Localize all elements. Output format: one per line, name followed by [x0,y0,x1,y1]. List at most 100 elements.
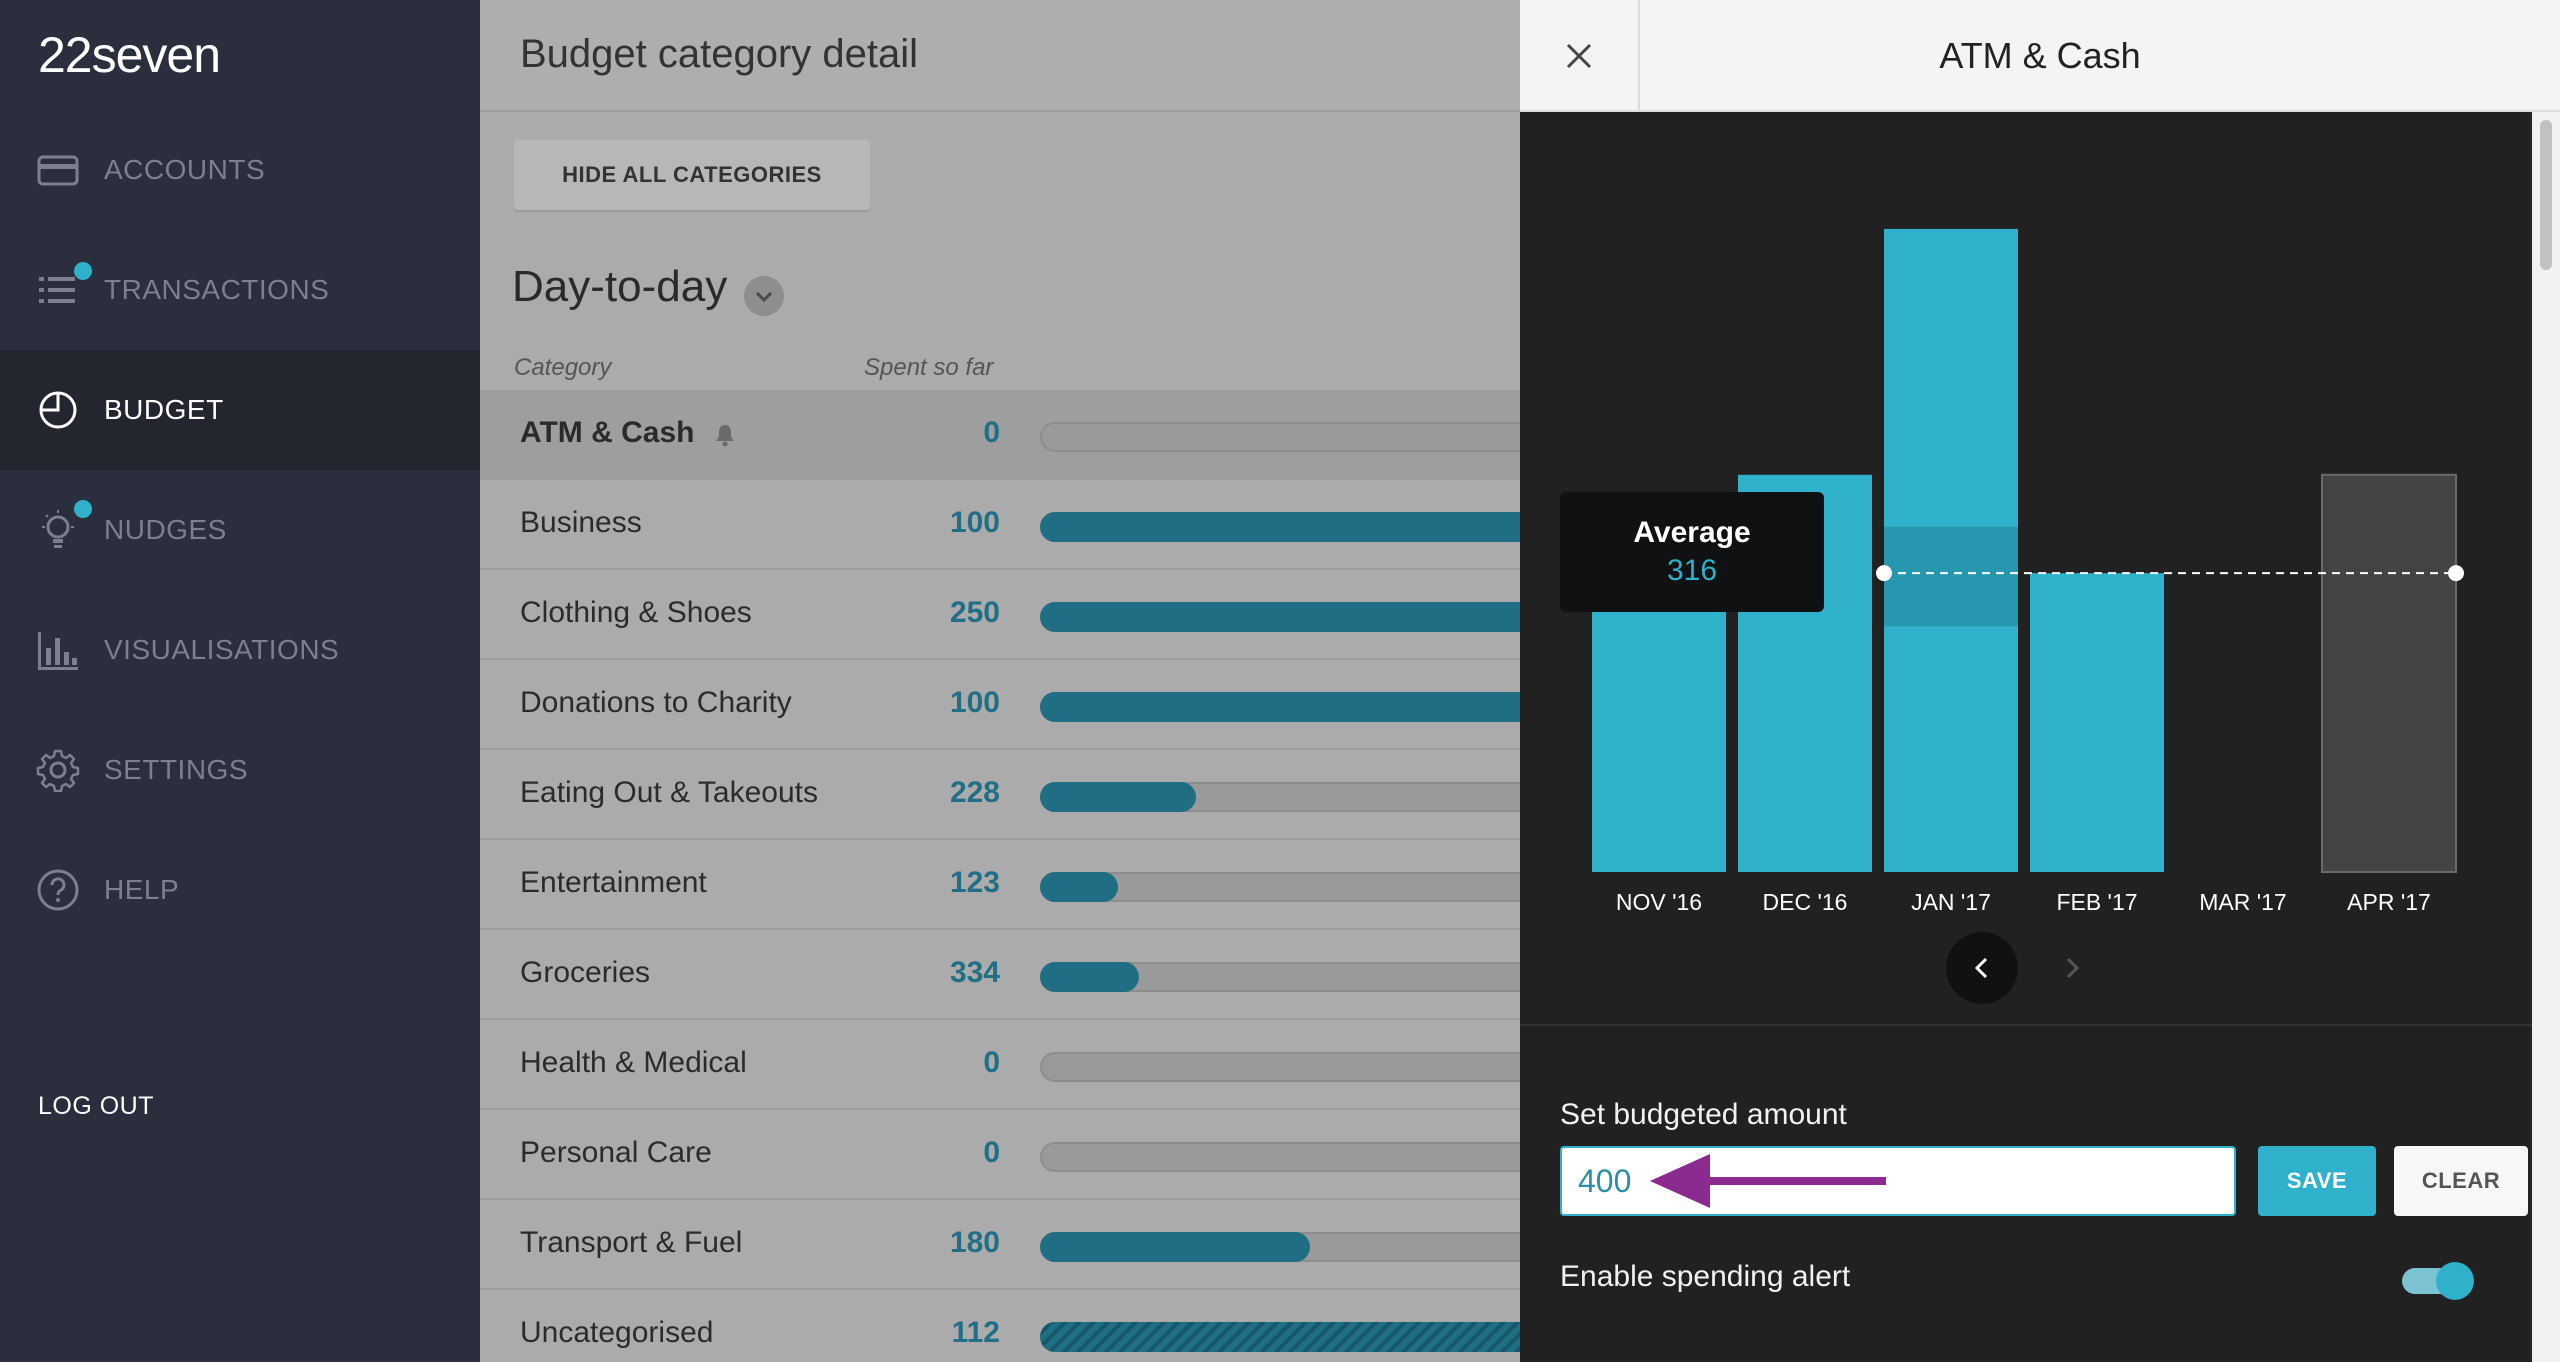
sidebar-item-label: VISUALISATIONS [104,634,340,665]
column-header-category: Category [514,354,612,381]
progress-fill [1040,692,1520,722]
table-row[interactable]: Entertainment 123 [480,840,1520,930]
sidebar-item-label: NUDGES [104,514,227,545]
scroll-thumb[interactable] [2540,120,2552,270]
spent-value: 0 [983,1046,1000,1079]
progress-bar [1040,1052,1520,1082]
progress-fill [1040,962,1139,992]
spending-alert-label: Enable spending alert [1560,1260,1851,1293]
card-icon [36,148,80,192]
divider [1520,1024,2532,1026]
close-icon [1566,43,1592,69]
progress-bar [1040,692,1520,722]
progress-fill [1040,1232,1311,1262]
budget-category-list: Budget category detail HIDE ALL CATEGORI… [480,0,1520,1362]
sidebar-item-nudges[interactable]: NUDGES [0,470,480,590]
close-button[interactable] [1520,0,1640,112]
chevron-down-icon[interactable] [744,276,784,316]
chevron-right-icon [2066,957,2080,979]
category-name: Eating Out & Takeouts [520,776,818,809]
chart-x-tick-label: FEB '17 [2056,889,2137,912]
chart-x-tick-label: APR '17 [2347,889,2431,912]
sidebar-item-accounts[interactable]: ACCOUNTS [0,110,480,230]
sidebar-item-label: SETTINGS [104,754,249,785]
save-button[interactable]: SAVE [2258,1146,2376,1216]
table-row[interactable]: Personal Care 0 [480,1110,1520,1200]
table-row[interactable]: Health & Medical 0 [480,1020,1520,1110]
table-row[interactable]: Transport & Fuel 180 [480,1200,1520,1290]
spent-value: 112 [951,1316,1000,1349]
sidebar-item-settings[interactable]: SETTINGS [0,710,480,830]
table-row[interactable]: ATM & Cash 0 [480,390,1520,480]
progress-bar [1040,1322,1520,1352]
progress-bar [1040,512,1520,542]
scrollbar[interactable] [2532,112,2560,1362]
spent-value: 250 [949,596,1000,629]
average-line-handle[interactable] [2448,565,2464,582]
table-row[interactable]: Uncategorised 112 [480,1290,1520,1362]
table-row[interactable]: Groceries 334 [480,930,1520,1020]
category-name: Uncategorised [520,1316,714,1349]
sidebar-item-label: ACCOUNTS [104,154,266,185]
table-row[interactable]: Eating Out & Takeouts 228 [480,750,1520,840]
next-period-button[interactable] [2036,932,2108,1004]
spending-alert-toggle[interactable] [2402,1262,2474,1300]
sidebar-item-label: TRANSACTIONS [104,274,330,305]
chart-bar[interactable] [1592,573,1726,872]
chart-x-tick-label: NOV '16 [1616,889,1702,912]
budget-amount-input[interactable] [1560,1146,2236,1216]
spent-value: 123 [949,866,1000,899]
sidebar-item-transactions[interactable]: TRANSACTIONS [0,230,480,350]
category-name: ATM & Cash [520,416,695,449]
average-line-handle[interactable] [1876,565,1892,582]
notification-dot [74,500,92,518]
category-name: Groceries [520,956,651,989]
progress-bar [1040,962,1520,992]
list-icon [36,268,80,312]
app-logo[interactable]: 22seven [38,27,221,83]
category-rows: ATM & Cash 0 Business 100 Clothing & Shoes 25… [480,390,1520,1362]
table-row[interactable]: Business 100 [480,480,1520,570]
category-name: Transport & Fuel [520,1226,743,1259]
sidebar-item-visualisations[interactable]: VISUALISATIONS [0,590,480,710]
previous-period-button[interactable] [1946,932,2018,1004]
column-header-spent: Spent so far [864,354,994,381]
progress-bar [1040,782,1520,812]
average-label: Average [1633,516,1751,549]
chart-x-tick-label: MAR '17 [2199,889,2286,912]
lightbulb-icon [36,508,80,552]
hide-all-categories-button[interactable]: HIDE ALL CATEGORIES [514,140,870,210]
budget-label: Set budgeted amount [1560,1098,1847,1131]
main-header: Budget category detail [480,0,1520,112]
chart-bar[interactable] [2030,573,2164,872]
table-row[interactable]: Clothing & Shoes 250 [480,570,1520,660]
spent-value: 228 [949,776,1000,809]
sidebar-item-help[interactable]: HELP [0,830,480,950]
bar-chart: NOV '16 DEC '16 JAN '17 FEB '17 MAR '17 APR '… [1592,228,2464,915]
chart-x-tick-label: JAN '17 [1911,889,1991,912]
spending-chart: NOV '16 DEC '16 JAN '17 FEB '17 MAR '17 APR '… [1520,112,2532,1022]
progress-bar [1040,602,1520,632]
progress-fill [1040,872,1118,902]
spent-value: 334 [949,956,1000,989]
category-name: Health & Medical [520,1046,747,1079]
chart-bar[interactable] [2321,473,2457,873]
gear-icon [36,748,80,792]
panel-header: ATM & Cash [1520,0,2560,112]
sidebar-item-label: BUDGET [104,394,224,425]
average-value: 316 [1666,554,1718,587]
progress-fill [1040,512,1520,542]
chart-bar-highlight [1884,526,2018,627]
notification-dot [74,262,92,280]
logout-link[interactable]: LOG OUT [38,1092,155,1120]
panel-title: ATM & Cash [1939,35,2141,76]
progress-fill [1040,782,1196,812]
bell-icon [716,425,734,447]
table-row[interactable]: Donations to Charity 100 [480,660,1520,750]
clear-button[interactable]: CLEAR [2394,1146,2528,1216]
sidebar-item-label: HELP [104,874,180,905]
chart-x-tick-label: DEC '16 [1763,889,1848,912]
sidebar-item-budget[interactable]: BUDGET [0,350,480,470]
category-name: Entertainment [520,866,707,899]
category-name: Donations to Charity [520,686,792,719]
